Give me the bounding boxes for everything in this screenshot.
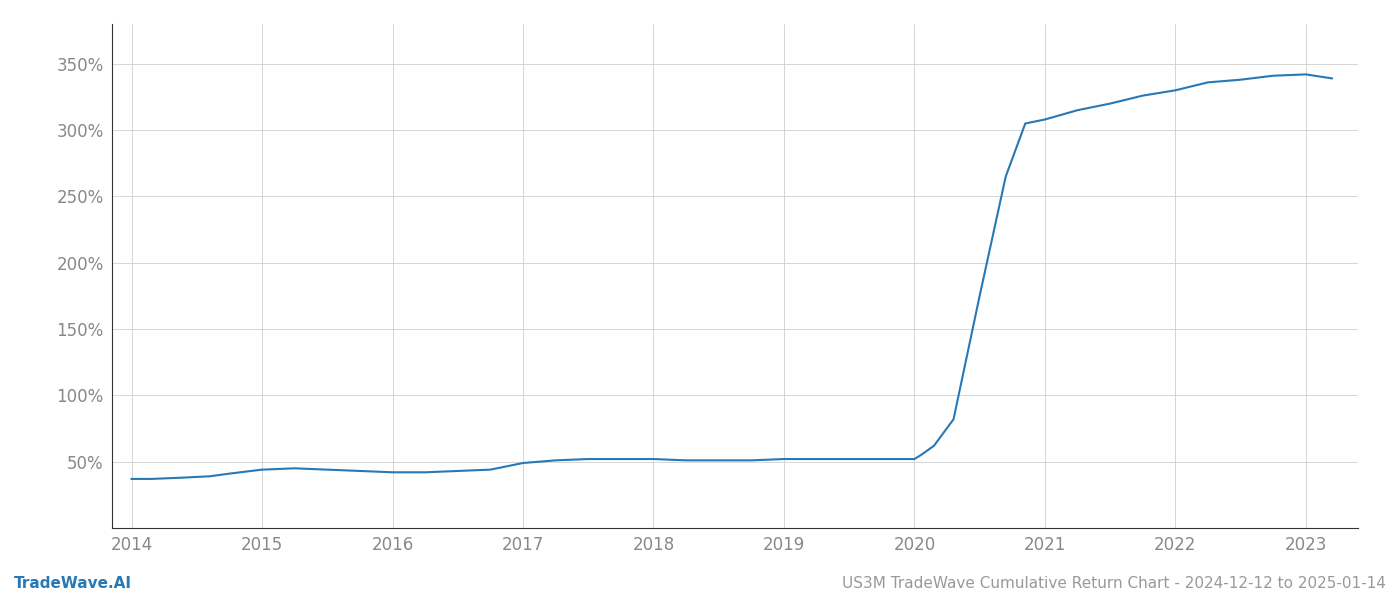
Text: US3M TradeWave Cumulative Return Chart - 2024-12-12 to 2025-01-14: US3M TradeWave Cumulative Return Chart -… [843, 576, 1386, 591]
Text: TradeWave.AI: TradeWave.AI [14, 576, 132, 591]
